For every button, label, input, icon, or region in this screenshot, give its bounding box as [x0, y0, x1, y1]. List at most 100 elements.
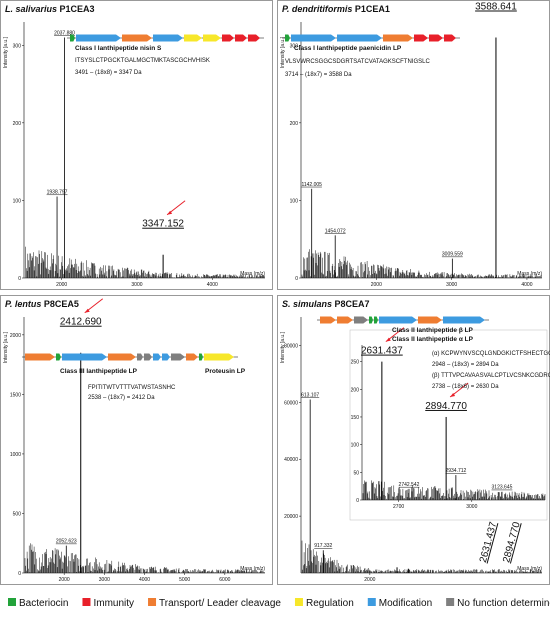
gene-arrow — [379, 316, 417, 324]
highlight-label: 3588.641 — [475, 2, 517, 13]
organism: S. simulans — [282, 299, 332, 309]
gene-arrow — [25, 353, 55, 361]
peak-label: 2052.623 — [56, 539, 77, 545]
annotation: (β) TTTVPCAVAASVALCPTLVCSNKCGDRG — [432, 373, 550, 379]
annotation: 2738 – (18x6) = 2630 Da — [432, 384, 499, 390]
annotation: Class I lanthipeptide paenicidin LP — [294, 45, 402, 52]
strain: P8CEA7 — [335, 299, 370, 309]
peak-label: 3009.559 — [442, 252, 463, 258]
peak-label: 2934.712 — [445, 468, 466, 474]
pointer-head — [167, 210, 173, 215]
inset-frame — [349, 329, 548, 521]
panel-title: P. lentus P8CEA5 — [5, 299, 79, 309]
highlight-label: 3347.152 — [142, 219, 184, 230]
panel — [277, 0, 550, 290]
organism: P. lentus — [5, 299, 41, 309]
gene-arrow — [429, 34, 443, 42]
highlight-label: 2631.437 — [361, 346, 403, 357]
organism: L. salivarius — [5, 4, 57, 14]
gene-arrow — [199, 353, 203, 361]
organism: P. dendritiformis — [282, 4, 352, 14]
gene-arrow — [414, 34, 428, 42]
x-axis-label: Mass (m/z) — [517, 271, 542, 277]
y-tick-label: 0 — [356, 498, 359, 504]
annotation: FPITITWTVTTTVATWSTASNHC — [88, 385, 176, 391]
x-tick-label: 3000 — [99, 577, 110, 583]
gene-arrow — [76, 34, 121, 42]
legend-swatch — [294, 598, 303, 606]
x-tick-label: 2000 — [364, 577, 375, 583]
gene-arrow — [222, 34, 234, 42]
panel-title: L. salivarius P1CEA3 — [5, 4, 95, 14]
peak-label: 2742.542 — [399, 482, 420, 488]
peak-label: 1938.797 — [47, 190, 68, 196]
gene-arrow — [444, 34, 456, 42]
y-tick-label: 2000 — [10, 333, 21, 339]
highlight-label: 2631.437 — [478, 520, 500, 564]
peak-label: 2037.880 — [54, 31, 75, 37]
gene-arrow — [184, 34, 202, 42]
x-axis-label: Mass (m/z) — [240, 271, 265, 277]
panel-title: P. dendritiformis P1CEA1 — [282, 4, 390, 14]
y-tick-label: 200 — [351, 387, 360, 393]
y-tick-label: 80000 — [284, 343, 298, 349]
annotation: 3714 – (18x7) = 3588 Da — [285, 72, 352, 78]
gene-arrow — [62, 353, 107, 361]
panel — [0, 0, 273, 290]
gene-arrow — [369, 316, 373, 324]
gene-arrow — [354, 316, 368, 324]
legend-swatch — [82, 598, 91, 606]
annotation: 3491 – (18x8) = 3347 Da — [75, 70, 142, 76]
y-tick-label: 100 — [290, 198, 299, 204]
gene-arrow — [320, 316, 336, 324]
annotation: VLSVWRCSGGCSDGRTSATCVATAGKSCFTNIGSLC — [285, 59, 430, 65]
x-tick-label: 3000 — [466, 504, 477, 510]
legend-label: Modification — [379, 598, 432, 609]
pointer-head — [84, 308, 90, 313]
annotation: ITSYSLCTPGCKTGALMGCTMKTASCGCHVHISK — [75, 58, 210, 64]
peak-label: 3123.645 — [492, 485, 513, 491]
x-tick-label: 3000 — [131, 282, 142, 288]
y-tick-label: 40000 — [284, 457, 298, 463]
gene-arrow — [162, 353, 170, 361]
highlight-label: 2412.690 — [60, 317, 102, 328]
gene-arrow — [153, 353, 161, 361]
strain: P1CEA3 — [60, 4, 95, 14]
annotation: 2538 – (18x7) = 2412 Da — [88, 395, 155, 401]
y-tick-label: 500 — [13, 511, 22, 517]
y-tick-label: 100 — [351, 443, 360, 449]
x-tick-label: 2000 — [371, 282, 382, 288]
annotation: Class II lanthipeptide α LP — [392, 336, 474, 343]
x-tick-label: 4000 — [207, 282, 218, 288]
x-tick-label: 6000 — [219, 577, 230, 583]
peak-label: 917.332 — [314, 543, 332, 549]
y-tick-label: 50 — [353, 470, 359, 476]
x-tick-label: 4000 — [521, 282, 532, 288]
gene-arrow — [374, 316, 378, 324]
x-axis-label: Mass (m/z) — [517, 566, 542, 572]
gene-arrow — [203, 34, 221, 42]
legend-label: No function determined — [457, 598, 550, 609]
gene-arrow — [70, 34, 75, 42]
y-tick-label: 150 — [351, 415, 360, 421]
x-tick-label: 2000 — [59, 577, 70, 583]
y-tick-label: 1500 — [10, 392, 21, 398]
panel-title: S. simulans P8CEA7 — [282, 299, 370, 309]
peak-label: 1142.005 — [301, 182, 322, 188]
gene-arrow — [291, 34, 336, 42]
y-axis-label: Intensity [a.u.] — [3, 331, 9, 363]
gene-arrow — [204, 353, 234, 361]
strain: P8CEA5 — [44, 299, 79, 309]
y-tick-label: 250 — [351, 360, 360, 366]
legend-swatch — [8, 598, 16, 606]
gene-arrow — [235, 34, 247, 42]
gene-arrow — [337, 34, 382, 42]
y-tick-label: 1000 — [10, 452, 21, 458]
y-tick-label: 20000 — [284, 514, 298, 520]
legend-label: Transport/ Leader cleavage — [159, 598, 281, 609]
y-axis-label: Intensity [a.u.] — [280, 331, 286, 363]
legend-swatch — [367, 598, 376, 606]
annotation: Proteusin LP — [205, 368, 246, 375]
gene-arrow — [108, 353, 136, 361]
